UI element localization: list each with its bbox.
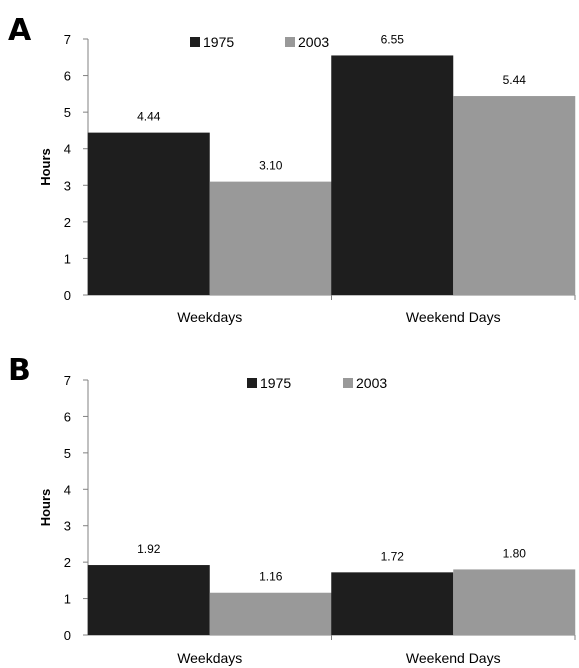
- bar-1975-weekdays: [87, 565, 210, 635]
- legend-label-1975: 1975: [260, 375, 291, 391]
- data-label: 4.44: [137, 110, 161, 124]
- y-tick-label: 1: [64, 592, 71, 607]
- bar-2003-weekend-days: [453, 569, 576, 635]
- bar-2003-weekend-days: [453, 96, 576, 296]
- y-tick-label: 2: [64, 555, 71, 570]
- bar-2003-weekdays: [209, 181, 332, 295]
- legend-label-2003: 2003: [356, 375, 387, 391]
- panel-label: A: [8, 13, 32, 48]
- data-label: 1.16: [259, 570, 283, 584]
- y-tick-label: 7: [64, 373, 71, 388]
- y-tick-label: 6: [64, 69, 71, 84]
- bar-2003-weekdays: [209, 592, 332, 635]
- data-label: 1.72: [381, 549, 405, 563]
- legend-swatch-2003: [285, 37, 295, 47]
- chart-panel-b: B 0 1 2 3 4 5 6 7 Hours Weekdays 1.92 1.16 Weekend Da…: [8, 353, 576, 666]
- legend: 1975 2003: [190, 34, 329, 50]
- y-tick-label: 4: [64, 482, 71, 497]
- y-tick-label: 5: [64, 446, 71, 461]
- legend-label-2003: 2003: [298, 34, 329, 50]
- legend-label-1975: 1975: [203, 34, 234, 50]
- y-tick-label: 0: [64, 628, 71, 643]
- y-tick-label: 1: [64, 251, 71, 266]
- legend-swatch-1975: [247, 378, 257, 388]
- x-tick-label: Weekend Days: [406, 309, 501, 325]
- bar-1975-weekend-days: [331, 572, 454, 635]
- y-tick-label: 4: [64, 142, 71, 157]
- y-axis-title: Hours: [38, 148, 53, 186]
- data-label: 3.10: [259, 159, 283, 173]
- legend-swatch-1975: [190, 37, 200, 47]
- y-tick-label: 5: [64, 105, 71, 120]
- x-tick-label: Weekdays: [177, 650, 242, 666]
- y-tick-label: 0: [64, 288, 71, 303]
- x-tick-label: Weekdays: [177, 309, 242, 325]
- bar-1975-weekdays: [87, 132, 210, 295]
- data-label: 5.44: [503, 73, 527, 87]
- panel-label: B: [8, 353, 31, 388]
- y-tick-label: 6: [64, 409, 71, 424]
- data-label: 6.55: [381, 32, 405, 46]
- y-tick-label: 7: [64, 32, 71, 47]
- y-axis-title: Hours: [38, 489, 53, 527]
- y-tick-label: 3: [64, 178, 71, 193]
- bar-1975-weekend-days: [331, 55, 454, 296]
- data-label: 1.92: [137, 542, 161, 556]
- data-label: 1.80: [503, 546, 527, 560]
- chart-panel-a: A 0 1 2 3 4 5 6 7 Hours Weekdays 4.44 3.10 Weekend Da…: [8, 13, 576, 325]
- legend-swatch-2003: [343, 378, 353, 388]
- legend: 1975 2003: [247, 375, 387, 391]
- y-tick-label: 3: [64, 519, 71, 534]
- x-tick-label: Weekend Days: [406, 650, 501, 666]
- y-tick-label: 2: [64, 215, 71, 230]
